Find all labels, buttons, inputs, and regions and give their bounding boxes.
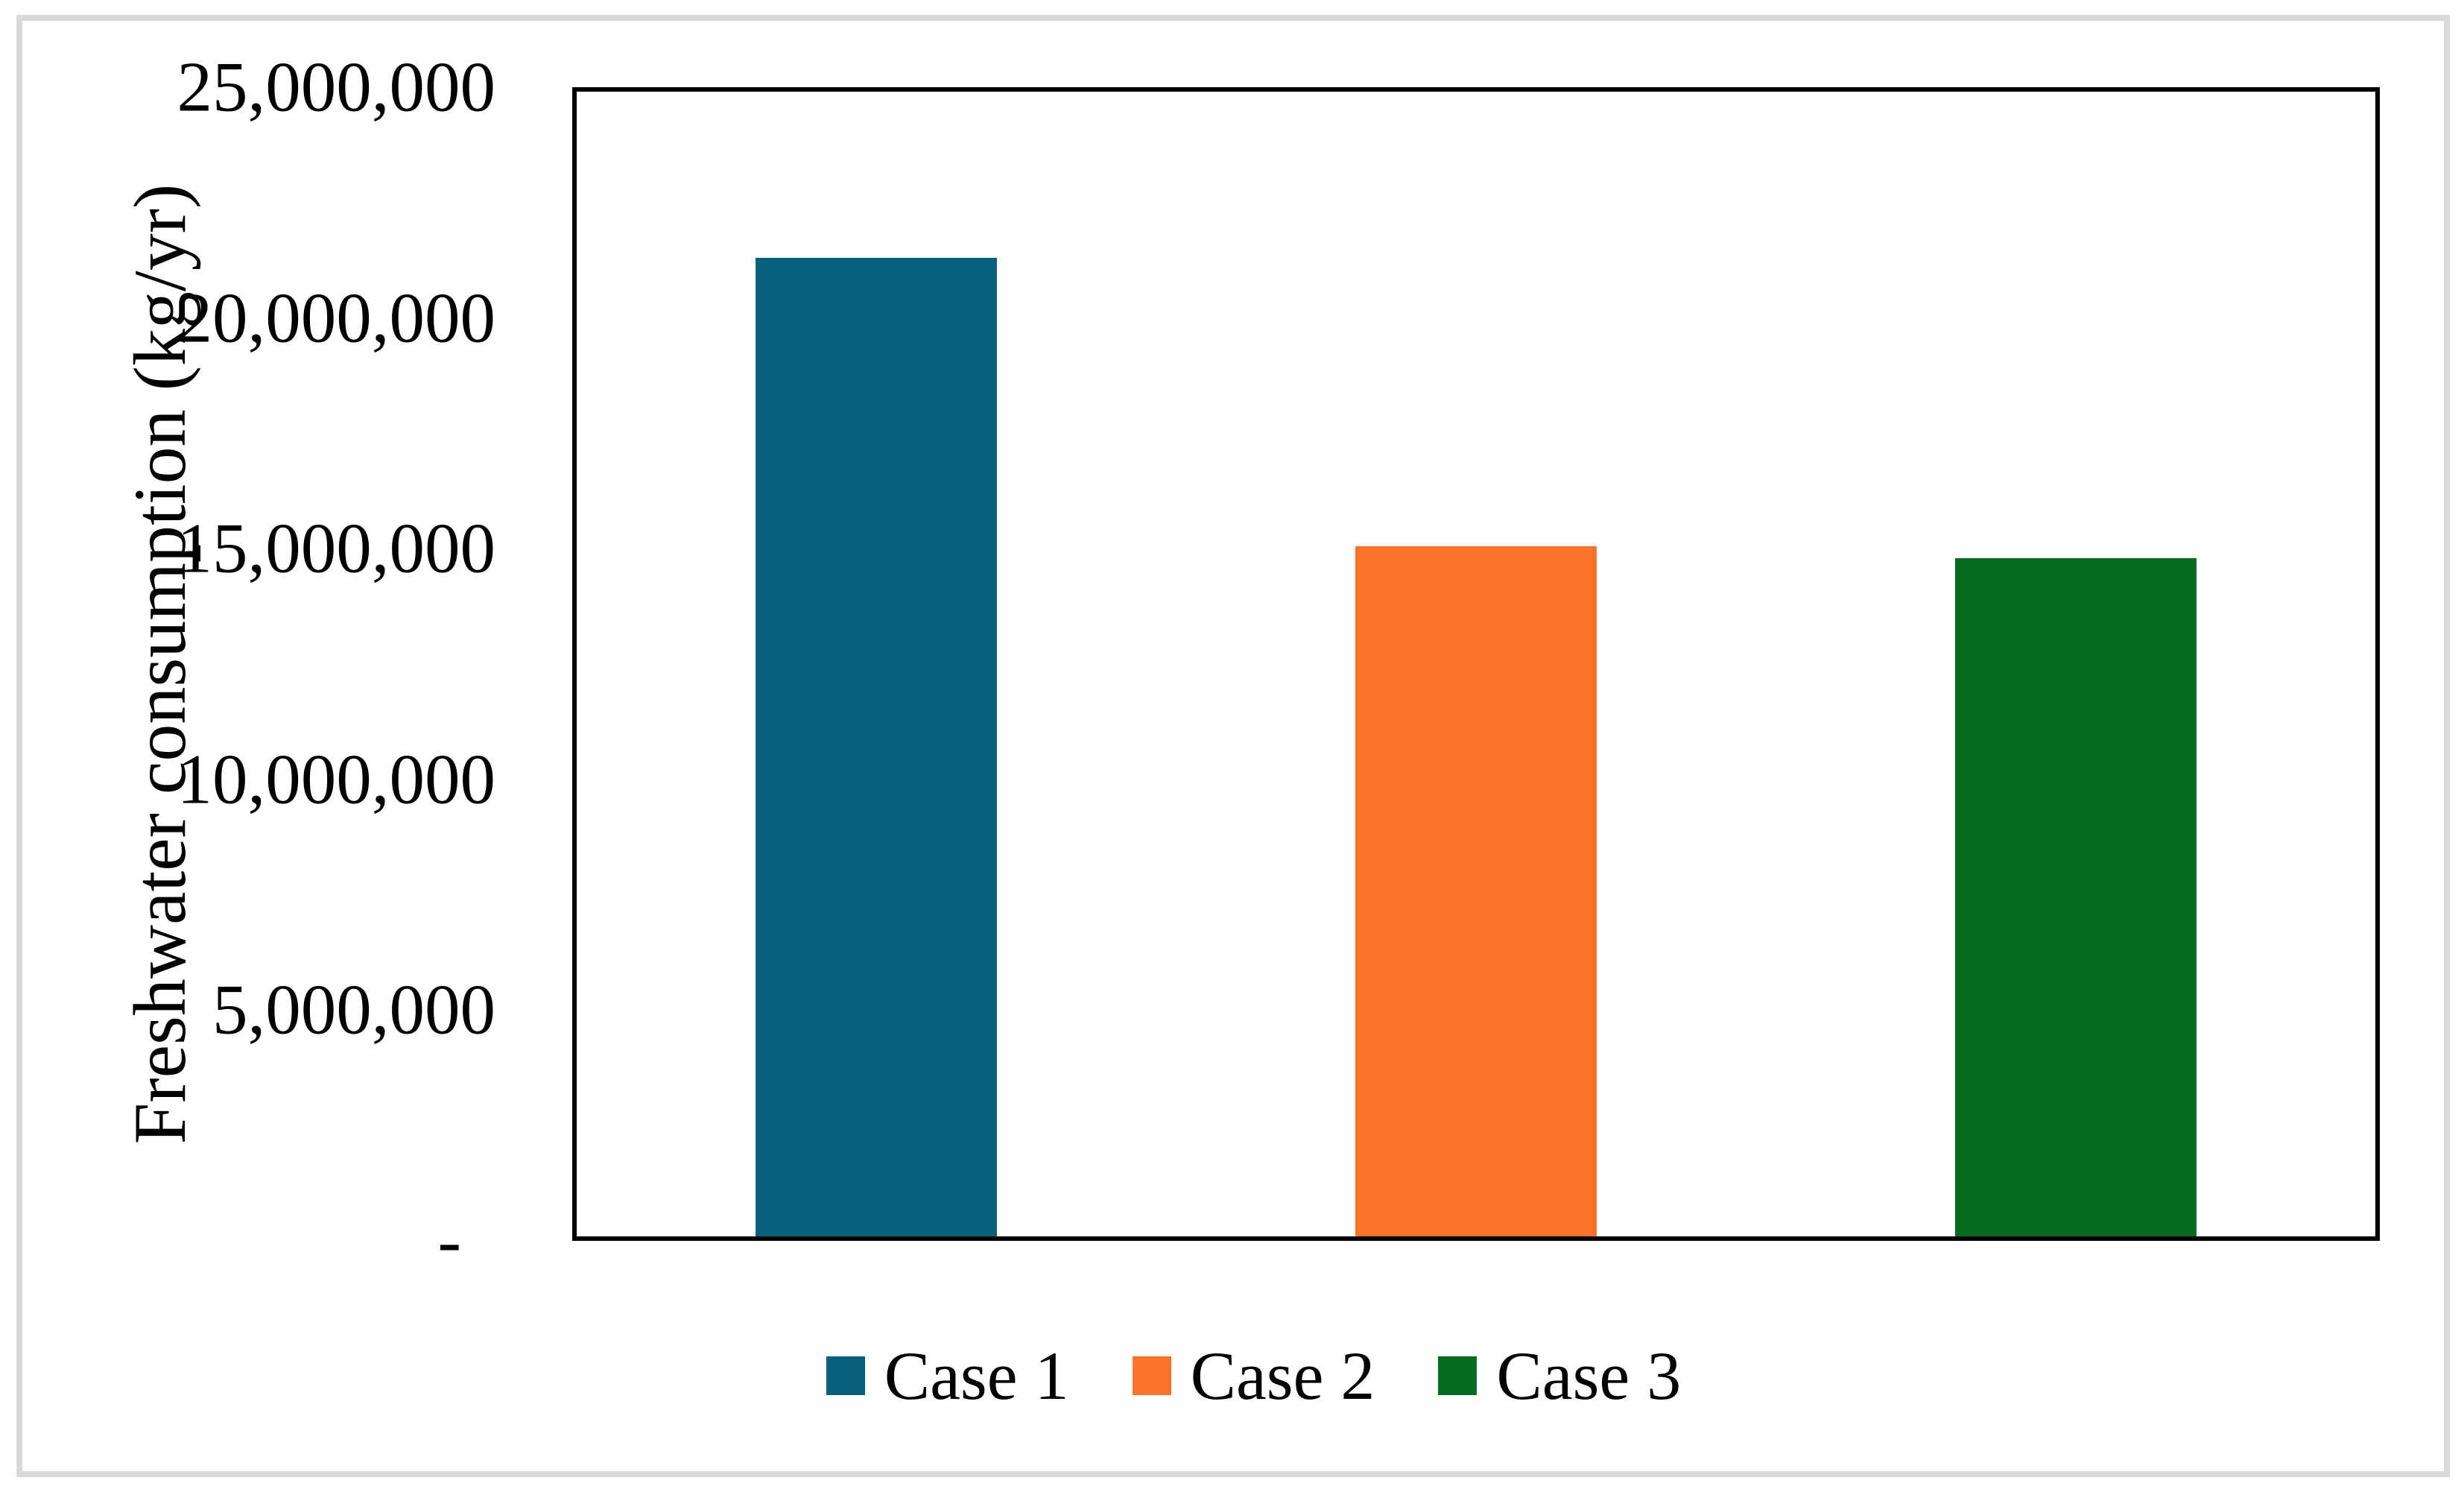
- legend-swatch-icon: [1132, 1356, 1171, 1395]
- bar-case-1: [756, 258, 998, 1236]
- legend-swatch-icon: [1438, 1356, 1478, 1395]
- legend-label: Case 3: [1496, 1338, 1682, 1414]
- legend-item-case-2: Case 2: [1132, 1338, 1375, 1414]
- bar-case-2: [1355, 546, 1597, 1236]
- legend-item-case-3: Case 3: [1438, 1341, 1681, 1410]
- y-tick-label-20000000: 20,000,000: [177, 278, 496, 358]
- plot-area: [572, 87, 2380, 1241]
- y-tick-label-15000000: 15,000,000: [177, 508, 496, 588]
- legend-item-case-1: Case 1: [826, 1341, 1069, 1410]
- chart-legend: Case 1 Case 2 Case 3: [0, 1338, 2464, 1413]
- legend-label: Case 2: [1190, 1338, 1375, 1414]
- bar-case-3: [1954, 558, 2197, 1236]
- legend-label: Case 1: [884, 1338, 1069, 1414]
- figure-border-frame: [16, 15, 2450, 1477]
- y-tick-label-25000000: 25,000,000: [177, 47, 496, 127]
- legend-swatch-icon: [826, 1356, 865, 1395]
- y-tick-label-0: -: [437, 1201, 461, 1280]
- y-tick-label-10000000: 10,000,000: [177, 739, 496, 819]
- y-tick-label-5000000: 5,000,000: [212, 970, 495, 1049]
